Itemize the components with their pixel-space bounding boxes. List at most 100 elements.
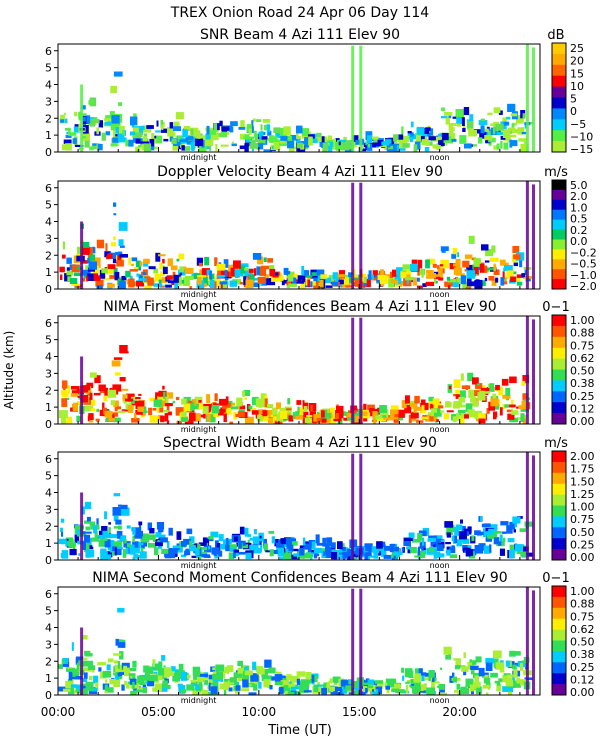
data-cell [293,553,301,557]
data-cell [165,284,172,288]
data-cell [198,402,203,410]
panel-5: NIMA Second Moment Confidences Beam 4 Az… [45,570,595,705]
data-cell [248,683,255,688]
data-cell [433,279,436,284]
data-cell [172,138,182,147]
data-cell [157,545,162,549]
data-cell [335,687,343,692]
data-cell [254,133,259,143]
data-cell [501,378,509,386]
data-cell [239,281,244,285]
data-cell [66,270,74,276]
data-cell [218,262,222,265]
data-cell [76,529,81,537]
data-cell [133,547,140,554]
colorbar-frame [551,450,567,561]
data-cell [104,539,111,548]
colorbar-swatch [552,640,566,652]
data-cell [227,671,230,675]
data-cell [252,536,261,546]
data-cell [343,144,352,149]
data-cell [303,406,308,412]
colorbar-swatch [552,75,566,88]
data-cell [399,267,403,272]
data-cell [127,405,133,413]
data-cell [139,261,143,267]
colorbar-label: 0.2 [570,224,588,237]
data-cell [475,656,482,663]
noon-label: noon [430,696,450,705]
data-cell [480,125,485,134]
data-cell [223,413,227,423]
data-cell [221,126,230,131]
y-tick-label: 1 [45,129,52,142]
data-cell [410,132,414,137]
data-cell [103,407,107,415]
data-cell [239,405,246,409]
data-cell [502,686,509,692]
data-cell [280,538,286,544]
data-cell [513,680,521,688]
y-tick-label: 2 [45,249,52,262]
data-cell [206,691,213,695]
data-cell [411,686,421,694]
data-cell [461,666,469,672]
data-cell [421,399,426,406]
data-cell [85,681,94,691]
data-cell [299,411,304,416]
data-cell [253,130,257,138]
data-cell [76,401,82,405]
data-cell [414,395,420,404]
data-cell [149,138,155,147]
data-cell [203,412,206,419]
data-cell [181,541,187,547]
data-cell [518,138,528,142]
colorbar-frame [551,585,567,696]
data-cell [168,280,175,284]
data-cell [353,687,361,690]
data-cell [69,548,77,556]
data-cell [474,686,477,690]
data-cell [481,391,491,394]
data-cell [334,550,343,553]
data-cell [169,552,176,559]
data-cell [269,268,276,277]
data-cell [485,537,492,542]
data-cell [524,267,527,276]
data-cell [161,410,169,413]
data-cell [446,549,451,556]
data-cell [521,273,526,278]
data-cell [433,403,442,409]
data-cell [71,264,80,273]
data-cell [153,399,163,407]
data-cell [58,664,63,669]
data-cell [498,386,504,396]
data-cell [138,274,144,281]
data-cell [407,546,411,554]
data-cell [81,105,86,110]
data-cell [184,146,190,151]
data-cell [224,666,229,673]
data-cell [297,406,300,415]
data-cell [521,544,525,553]
data-cell [113,493,121,497]
data-cell [372,411,378,420]
data-cell [435,544,444,551]
data-cell [459,135,467,144]
data-cell [91,537,99,542]
data-cell [249,268,254,273]
data-cell [113,679,120,688]
data-cell [505,680,513,687]
data-cell [80,394,89,403]
echo-column [525,44,529,152]
data-cell [231,141,234,144]
data-cell [113,357,123,360]
data-cell [208,679,213,683]
data-cell [517,127,525,135]
data-cell [116,260,124,267]
data-cell [495,277,499,283]
data-cell [112,414,115,418]
data-cell [94,375,101,384]
data-cell [454,690,459,693]
data-cell [162,258,165,264]
